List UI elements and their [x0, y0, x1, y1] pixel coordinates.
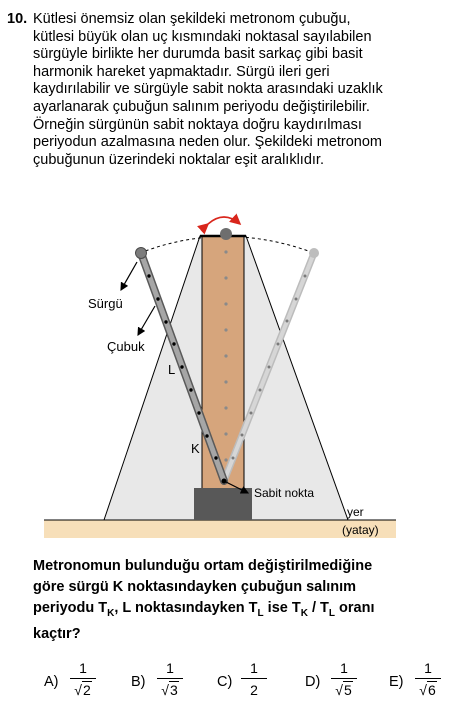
prompt-text: , L noktasındayken T [114, 600, 258, 616]
base-block [194, 488, 252, 520]
fraction-numerator: 1 [340, 660, 348, 676]
swing-direction-icon [197, 213, 242, 235]
choice-letter: B) [131, 674, 146, 690]
fraction-bar [331, 678, 357, 680]
cubuk-arrow [137, 305, 156, 337]
prompt-line: göre sürgü K noktasındayken çubuğun salı… [33, 579, 357, 595]
subscript-k: K [300, 607, 308, 619]
fraction-numerator: 1 [79, 660, 87, 676]
subscript-l: L [257, 607, 264, 619]
prompt-text: ise T [263, 600, 301, 616]
fraction-numerator: 1 [250, 660, 258, 676]
question-line: ayarlanarak çubuğun salınım periyodu değ… [33, 98, 370, 115]
fraction-denominator: √2 [74, 681, 92, 699]
question-line: periyodun azalmasına neden olur. Şekilde… [33, 134, 383, 151]
slider-center [220, 228, 232, 240]
subscript-l: L [328, 607, 336, 619]
label-point-l: L [168, 362, 175, 377]
label-ground-1: yer [347, 505, 364, 519]
fraction-numerator: 1 [424, 660, 432, 676]
fraction-denominator: √6 [419, 681, 437, 699]
ground [44, 520, 396, 538]
choice-fraction: 1 √3 [157, 660, 183, 699]
left-rod-dots [147, 274, 218, 460]
radicand: 3 [168, 681, 179, 699]
fixed-point-arrow [225, 481, 250, 494]
choice-letter: A) [44, 674, 59, 690]
radicand: 6 [426, 681, 437, 699]
surgu-arrow [120, 261, 138, 292]
center-rod-dots [224, 250, 228, 462]
right-rod-dots [231, 274, 307, 460]
prompt-line: kaçtır? [33, 625, 81, 642]
radicand: 2 [81, 681, 92, 699]
question-line: kütlesi büyük olan uç kısmındaki noktasa… [33, 28, 372, 45]
question-line: kaydırılabilir ve sürgüyle sabit nokta a… [33, 81, 383, 98]
label-ground-2: (yatay) [342, 523, 379, 537]
question-body: Kütlesi önemsiz olan şekildeki metronom … [33, 11, 458, 169]
slider-left [135, 247, 147, 259]
label-fixed-point: Sabit nokta [254, 486, 314, 500]
prompt-text: oranı [335, 600, 375, 616]
question-line: Örneğin sürgünün sabit noktaya doğru kay… [33, 116, 362, 133]
radicand: 5 [342, 681, 353, 699]
choice-fraction: 1 √5 [331, 660, 357, 699]
prompt-line: Metronomun bulunduğu ortam değiştirilmed… [33, 558, 373, 574]
pivot-point [221, 478, 227, 484]
label-cubuk: Çubuk [107, 339, 145, 354]
choice-fraction: 1 √2 [70, 660, 96, 699]
choice-fraction: 1 √6 [415, 660, 441, 699]
metronome-figure: Sürgü Çubuk L K Sabit nokta yer (yatay) [44, 213, 396, 538]
prompt-text: periyodu T [33, 600, 108, 616]
question-line: sürgüyle birlikte her durumda basit sark… [33, 46, 363, 63]
fraction-bar [157, 678, 183, 680]
choice-fraction: 1 2 [241, 660, 267, 699]
fraction-bar [70, 678, 96, 680]
choice-letter: D) [305, 674, 321, 690]
fraction-denominator: 2 [250, 682, 258, 699]
slider-right [309, 248, 319, 258]
fraction-bar [415, 678, 441, 680]
choice-letter: E) [389, 674, 404, 690]
question-line: Kütlesi önemsiz olan şekildeki metronom … [33, 11, 351, 27]
question-prompt: Metronomun bulunduğu ortam değiştirilmed… [33, 556, 463, 645]
fraction-denominator: √5 [335, 681, 353, 699]
question-line: harmonik hareket yapmaktadır. Sürgü iler… [33, 63, 330, 80]
fraction-denominator: √3 [161, 681, 179, 699]
question-number: 10. [7, 11, 28, 27]
answer-choices: A) 1 √2 B) 1 √3 C) 1 2 D) 1 √5 E) [0, 660, 467, 710]
subscript-k: K [107, 607, 115, 619]
fraction-bar [241, 678, 267, 680]
choice-letter: C) [217, 674, 233, 690]
label-surgu: Sürgü [88, 296, 123, 311]
label-point-k: K [191, 441, 200, 456]
question-line: çubuğunun üzerindeki noktalar eşit aralı… [33, 151, 324, 168]
prompt-line: periyodu TK, L noktasındayken TL ise TK … [33, 598, 463, 624]
fraction-numerator: 1 [166, 660, 174, 676]
prompt-text: / T [307, 600, 329, 616]
